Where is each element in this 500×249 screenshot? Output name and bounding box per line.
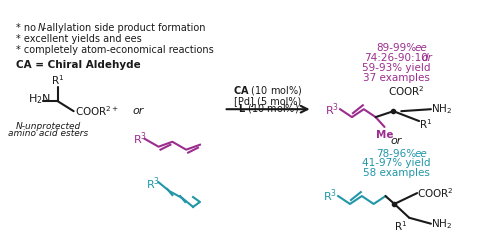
Text: amino acid esters: amino acid esters <box>8 129 88 138</box>
Text: R$^3$: R$^3$ <box>146 175 160 191</box>
Text: 89-99%: 89-99% <box>376 43 416 53</box>
Text: -allylation side product formation: -allylation side product formation <box>43 23 205 33</box>
Text: H$_2$N: H$_2$N <box>28 92 51 106</box>
Text: * completely atom-economical reactions: * completely atom-economical reactions <box>16 45 214 55</box>
Text: or: or <box>390 136 402 146</box>
Text: R$^3$: R$^3$ <box>323 188 338 204</box>
Text: NH$_2$: NH$_2$ <box>431 217 452 231</box>
Text: 37 examples: 37 examples <box>363 73 430 83</box>
Text: dr: dr <box>421 53 432 63</box>
Text: COOR$^2$: COOR$^2$ <box>417 186 454 200</box>
Text: CA = Chiral Aldehyde: CA = Chiral Aldehyde <box>16 60 141 70</box>
Text: R$^1$: R$^1$ <box>394 219 407 233</box>
Text: 78-96%: 78-96% <box>376 149 416 159</box>
Text: R$^3$: R$^3$ <box>133 130 147 147</box>
Text: R$^3$: R$^3$ <box>325 101 340 118</box>
Text: NH$_2$: NH$_2$ <box>431 102 452 116</box>
Text: * no: * no <box>16 23 40 33</box>
Text: 41-97% yield: 41-97% yield <box>362 158 430 169</box>
Text: 58 examples: 58 examples <box>363 168 430 178</box>
Text: ee: ee <box>414 43 427 53</box>
Text: 74:26-90:10: 74:26-90:10 <box>364 53 428 63</box>
Text: COOR$^2$: COOR$^2$ <box>388 85 424 98</box>
Text: N: N <box>38 23 46 33</box>
Text: N-unprotected: N-unprotected <box>16 122 80 131</box>
Text: $\mathbf{CA}$ (10 mol%): $\mathbf{CA}$ (10 mol%) <box>234 84 303 97</box>
Text: R$^1$: R$^1$ <box>51 73 64 86</box>
Text: ee: ee <box>414 149 427 159</box>
Text: Me: Me <box>376 130 394 140</box>
Text: COOR$^{2+}$: COOR$^{2+}$ <box>74 104 119 118</box>
Text: $\mathbf{L}$ (10 mol%): $\mathbf{L}$ (10 mol%) <box>238 102 298 115</box>
Text: * excellent yields and ees: * excellent yields and ees <box>16 34 142 44</box>
Text: R$^1$: R$^1$ <box>419 117 432 131</box>
Text: [Pd] (5 mol%): [Pd] (5 mol%) <box>234 96 302 106</box>
Text: 59-93% yield: 59-93% yield <box>362 63 430 73</box>
Text: or: or <box>132 106 143 116</box>
